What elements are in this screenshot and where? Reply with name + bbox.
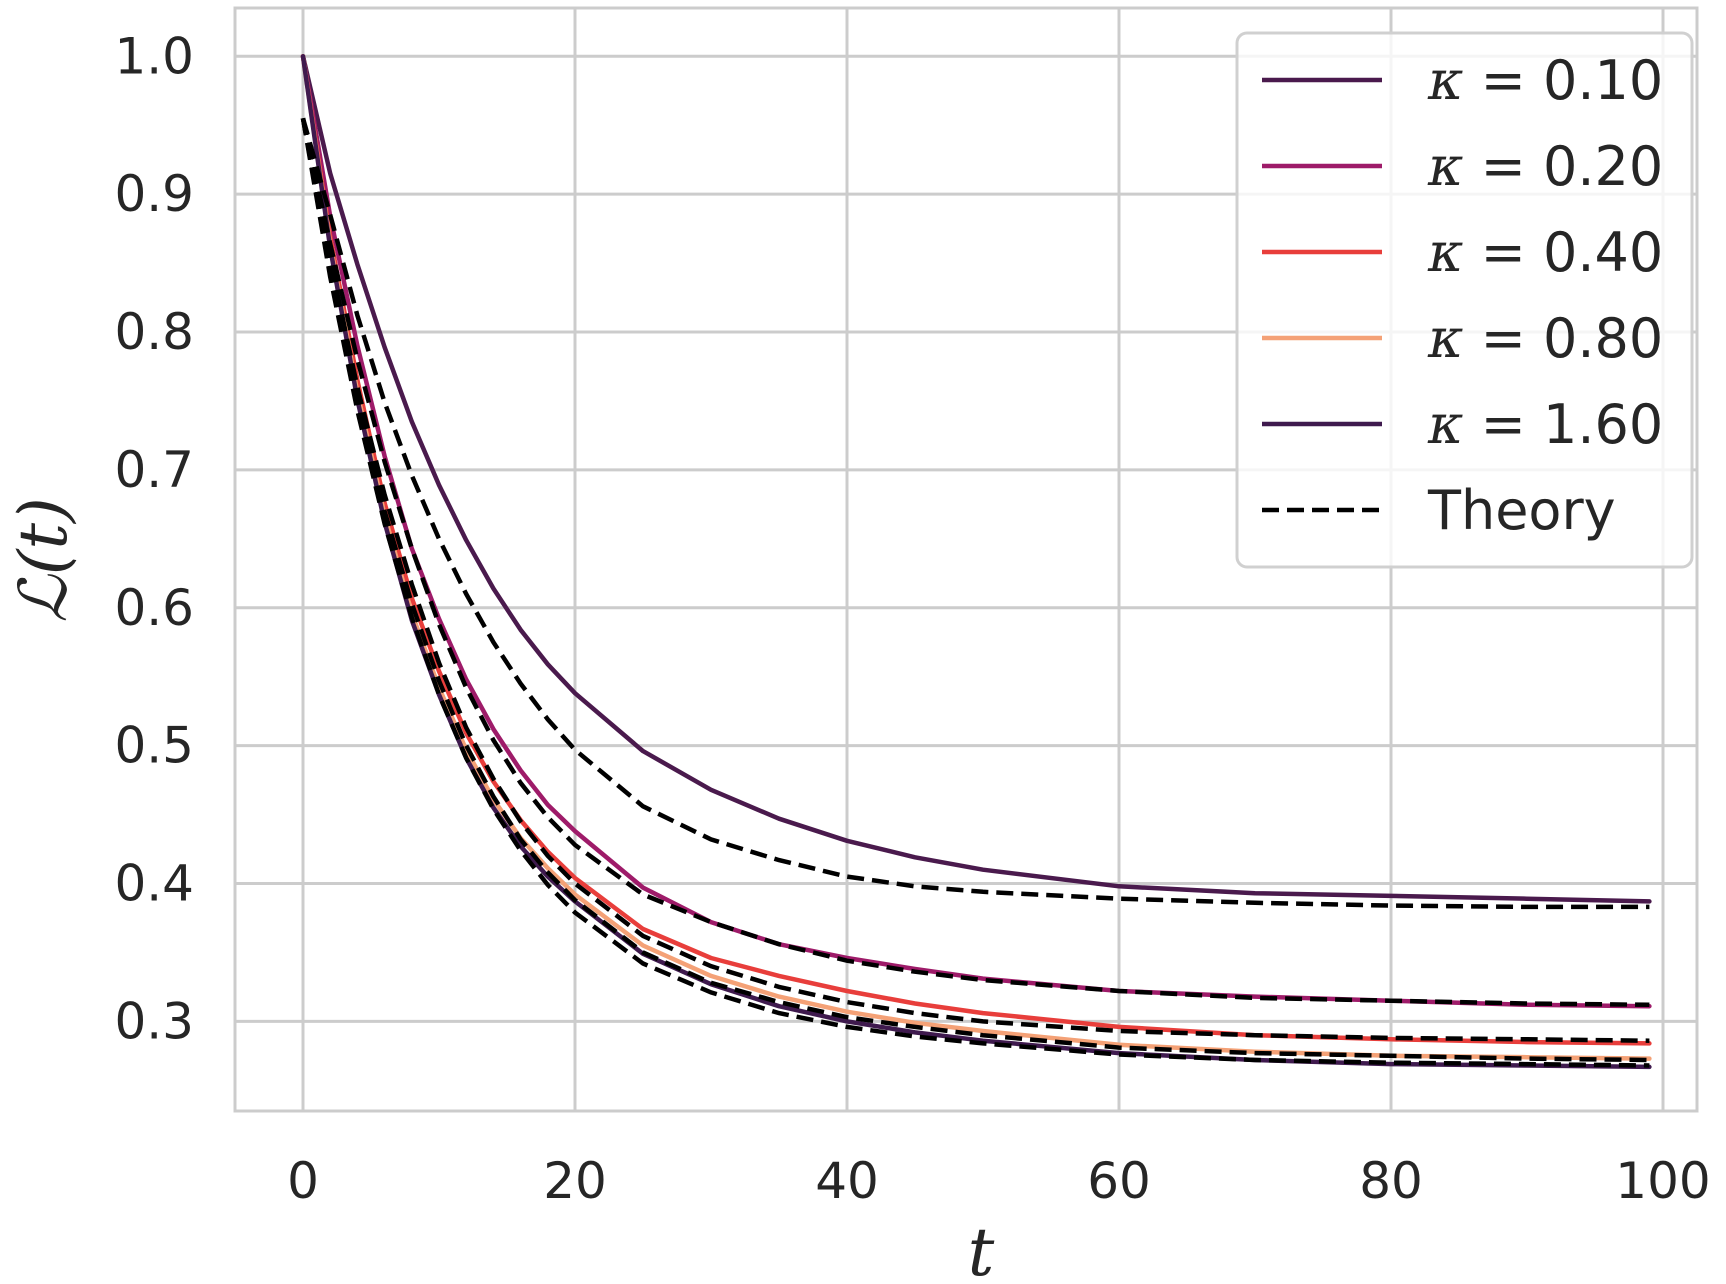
theory-line-3 <box>300 117 1650 1043</box>
gridlines <box>235 8 1697 1111</box>
x-tick-label: 60 <box>1087 1152 1151 1210</box>
y-tick-label: 0.6 <box>114 579 194 637</box>
y-tick-label: 1.0 <box>114 27 194 85</box>
legend-label-3: κ = 0.40 <box>1427 221 1663 284</box>
y-tick-label: 0.5 <box>114 717 194 775</box>
x-axis-title: t <box>968 1214 995 1284</box>
legend-label-2: κ = 0.20 <box>1427 135 1663 198</box>
x-tick-label: 100 <box>1615 1152 1710 1210</box>
x-tick-label: 80 <box>1359 1152 1423 1210</box>
theory-line-4 <box>300 117 1650 1063</box>
theory-line-5 <box>300 117 1650 1068</box>
x-tick-label: 0 <box>287 1152 319 1210</box>
legend: κ = 0.10 κ = 0.20 κ = 0.40 κ = 0.80 κ = 1.60… <box>1235 31 1694 569</box>
x-tick-label: 20 <box>543 1152 607 1210</box>
y-tick-label: 0.3 <box>114 992 194 1050</box>
legend-label-theory: Theory <box>1427 479 1616 542</box>
theory-layer <box>300 117 1650 1068</box>
legend-label-5: κ = 1.60 <box>1427 393 1663 456</box>
y-axis-ticks: 0.3 0.4 0.5 0.6 0.7 0.8 0.9 1.0 <box>114 27 194 1050</box>
theory-line-1 <box>300 117 1650 910</box>
theory-line-2 <box>300 117 1650 1008</box>
y-tick-label: 0.8 <box>114 303 194 361</box>
y-tick-label: 0.9 <box>114 165 194 223</box>
x-axis-ticks: 0 20 40 60 80 100 <box>287 1152 1711 1210</box>
y-tick-label: 0.7 <box>114 441 194 499</box>
x-tick-label: 40 <box>815 1152 879 1210</box>
legend-label-4: κ = 0.80 <box>1427 307 1663 370</box>
y-tick-label: 0.4 <box>114 855 194 913</box>
y-axis-title: ℒ(t) <box>5 497 82 623</box>
legend-label-1: κ = 0.10 <box>1427 49 1663 112</box>
series-line-1 <box>300 54 1652 904</box>
